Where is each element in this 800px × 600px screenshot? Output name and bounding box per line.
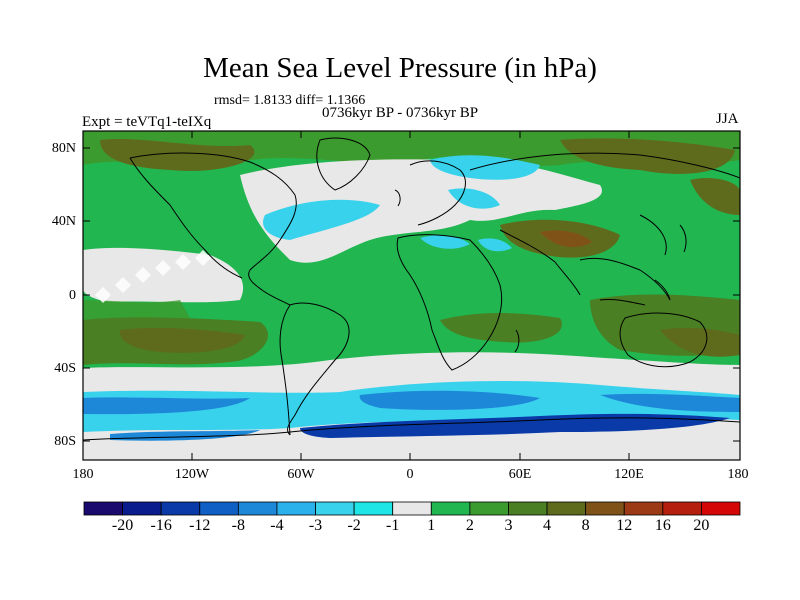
map-title: Mean Sea Level Pressure (in hPa): [203, 52, 597, 84]
colorbar-swatch: [276, 501, 316, 516]
colorbar-swatch: [199, 501, 239, 516]
colorbar-swatch: [392, 501, 432, 516]
stats-line: rmsd= 1.8133 diff= 1.1366: [214, 93, 366, 108]
lat-label-80n: 80N: [51, 141, 76, 156]
period-label: 0736kyr BP - 0736kyr BP: [322, 105, 479, 121]
colorbar-swatch: [662, 501, 702, 516]
colorbar-swatch: [623, 501, 664, 516]
lat-label-40n: 40N: [51, 214, 76, 229]
colorbar-label: -4: [270, 517, 284, 534]
lon-label-120e: 120E: [614, 467, 644, 482]
colorbar-label: 8: [581, 517, 590, 534]
experiment-label: Expt = teVTq1-teIXq: [82, 114, 212, 130]
colorbar-swatch: [315, 501, 355, 516]
colorbar-label: -1: [386, 517, 400, 534]
colorbar-label: -16: [150, 517, 172, 534]
colorbar-swatch: [469, 501, 509, 516]
axis-ticks: [83, 131, 740, 460]
colorbar: [83, 501, 741, 516]
coastlines: [83, 137, 740, 441]
colorbar-label: 1: [427, 517, 436, 534]
colorbar-swatch: [546, 501, 587, 516]
colorbar-label: 20: [693, 517, 710, 534]
lat-label-40s: 40S: [54, 361, 76, 376]
season-label: JJA: [716, 111, 739, 127]
colorbar-label: 4: [543, 517, 552, 534]
colorbar-swatch: [83, 501, 123, 516]
colorbar-label: -3: [308, 517, 323, 534]
lon-label-60w: 60W: [287, 467, 315, 482]
colorbar-label: -2: [347, 517, 361, 534]
colorbar-label: 3: [504, 517, 513, 534]
colorbar-swatch: [237, 501, 278, 516]
lat-label-0: 0: [69, 288, 76, 303]
colorbar-swatch: [122, 501, 162, 516]
lon-label-60e: 60E: [508, 467, 532, 482]
colorbar-label: 12: [616, 517, 633, 534]
lat-label-80s: 80S: [54, 434, 76, 449]
colorbar-label: -20: [111, 517, 134, 534]
colorbar-swatch: [585, 501, 625, 516]
colorbar-swatch: [160, 501, 201, 516]
colorbar-label: 16: [654, 517, 671, 534]
pressure-field: [83, 131, 740, 460]
colorbar-label: -12: [189, 517, 211, 534]
lon-label-120w: 120W: [174, 467, 210, 482]
colorbar-swatch: [430, 501, 471, 516]
colorbar-swatch: [353, 501, 394, 516]
colorbar-label: -8: [231, 517, 245, 534]
colorbar-swatch: [701, 501, 741, 516]
colorbar-label: 2: [465, 517, 474, 534]
lon-label-0: 0: [406, 467, 414, 482]
lon-label-180e: 180: [727, 467, 749, 482]
lon-label-180w: 180: [72, 467, 94, 482]
colorbar-swatch: [508, 501, 548, 516]
